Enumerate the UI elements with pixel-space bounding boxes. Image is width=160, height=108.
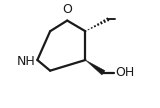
Text: O: O bbox=[62, 3, 72, 16]
Polygon shape bbox=[85, 60, 105, 75]
Text: OH: OH bbox=[115, 66, 134, 79]
Text: NH: NH bbox=[16, 55, 35, 68]
